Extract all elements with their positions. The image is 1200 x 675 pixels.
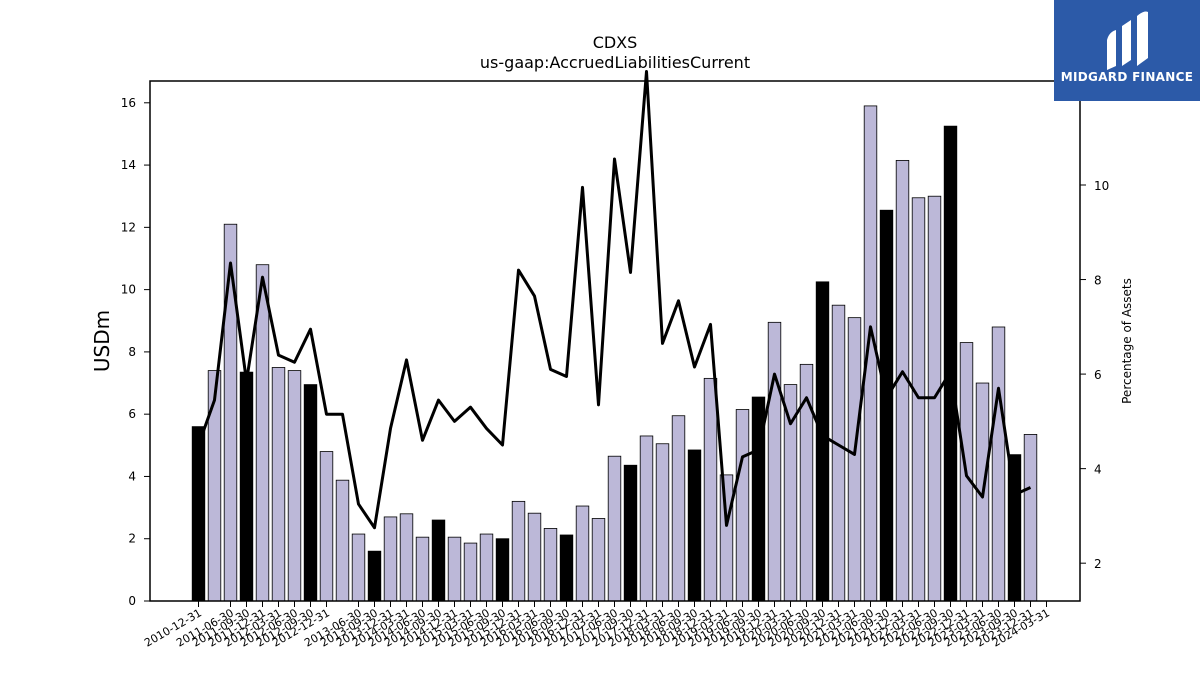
y-axis-label: USDm bbox=[90, 310, 114, 372]
bar bbox=[239, 371, 254, 602]
bar bbox=[735, 409, 750, 602]
bar bbox=[559, 534, 574, 602]
bar bbox=[367, 550, 382, 602]
y2-tick-label: 6 bbox=[1094, 368, 1102, 382]
y-tick-label: 12 bbox=[121, 220, 136, 234]
bar bbox=[671, 415, 686, 602]
bar bbox=[271, 367, 286, 602]
bar bbox=[511, 500, 526, 602]
bar bbox=[687, 449, 702, 602]
line-series bbox=[197, 70, 1032, 530]
y-tick-label: 10 bbox=[121, 283, 136, 297]
bar bbox=[319, 451, 334, 602]
bar bbox=[1007, 454, 1022, 602]
bar bbox=[943, 125, 958, 602]
x-axis: 2010-12-312011-06-302011-09-302011-12-31… bbox=[142, 601, 1052, 650]
bar bbox=[607, 455, 622, 602]
bar bbox=[543, 528, 558, 602]
bar bbox=[655, 443, 670, 602]
y-tick-label: 8 bbox=[128, 345, 136, 359]
bar bbox=[911, 197, 926, 602]
y-tick-label: 4 bbox=[128, 469, 136, 483]
bar bbox=[383, 516, 398, 602]
y-tick-label: 6 bbox=[128, 407, 136, 421]
bar bbox=[719, 474, 734, 602]
y2-tick-label: 8 bbox=[1094, 274, 1102, 288]
bar bbox=[991, 326, 1006, 602]
chart-title: CDXS bbox=[593, 33, 638, 52]
bar bbox=[575, 505, 590, 602]
bar bbox=[431, 519, 446, 602]
bar bbox=[223, 223, 238, 602]
bar bbox=[623, 464, 638, 602]
bar bbox=[527, 512, 542, 602]
bar bbox=[879, 209, 894, 602]
logo-text: MIDGARD FINANCE bbox=[1061, 70, 1193, 84]
logo: MIDGARD FINANCE bbox=[1054, 0, 1200, 101]
bar bbox=[191, 426, 206, 602]
bar bbox=[351, 533, 366, 602]
y-axis-left: 0 2 4 6 8 10 12 14 16 bbox=[121, 96, 150, 608]
bar bbox=[703, 377, 718, 602]
bar bbox=[335, 479, 350, 602]
y2-tick-label: 4 bbox=[1094, 463, 1102, 477]
bar bbox=[447, 536, 462, 602]
y2-axis-label: Percentage of Assets bbox=[1120, 278, 1134, 404]
bar bbox=[479, 533, 494, 602]
bar bbox=[399, 513, 414, 602]
y-tick-label: 16 bbox=[121, 96, 136, 110]
bar bbox=[303, 384, 318, 602]
bar bbox=[591, 518, 606, 602]
bar bbox=[847, 317, 862, 602]
bar bbox=[831, 304, 846, 602]
y-tick-label: 0 bbox=[128, 594, 136, 608]
bar bbox=[767, 321, 782, 602]
bar bbox=[463, 542, 478, 602]
bar bbox=[415, 536, 430, 602]
y-axis-right: 2 4 6 8 10 bbox=[1080, 179, 1109, 571]
bar bbox=[287, 370, 302, 602]
bar bbox=[495, 538, 510, 602]
y-tick-label: 14 bbox=[121, 158, 136, 172]
logo-mark-icon bbox=[1107, 11, 1148, 70]
chart-subtitle: us-gaap:AccruedLiabilitiesCurrent bbox=[480, 53, 750, 72]
bar bbox=[639, 435, 654, 602]
bar bbox=[1023, 434, 1038, 602]
y2-tick-label: 10 bbox=[1094, 179, 1109, 193]
bar bbox=[815, 281, 830, 602]
y-tick-label: 2 bbox=[128, 532, 136, 546]
y2-tick-label: 2 bbox=[1094, 557, 1102, 571]
bar bbox=[207, 370, 222, 602]
